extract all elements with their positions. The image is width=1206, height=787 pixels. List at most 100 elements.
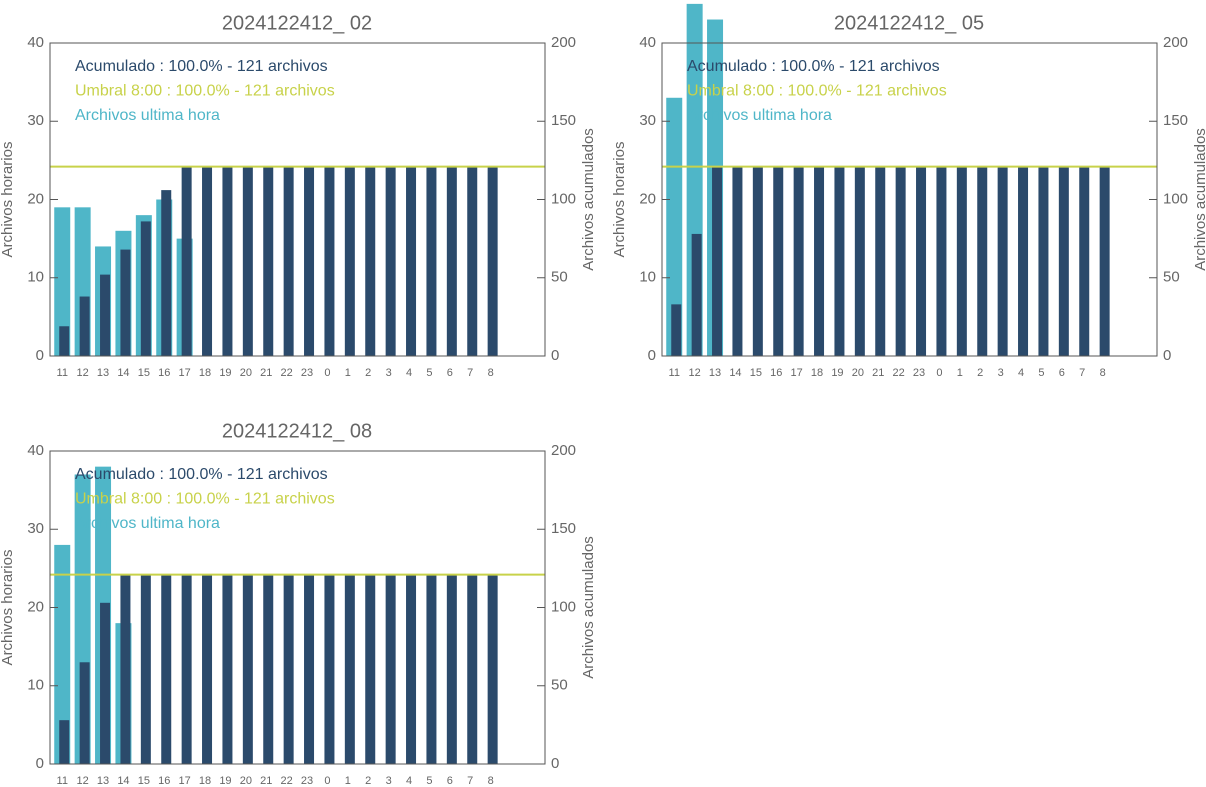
cumulative-bar: [467, 574, 478, 764]
cumulative-bar: [222, 166, 233, 356]
x-tick-label: 8: [488, 775, 494, 787]
cumulative-bar: [100, 602, 111, 764]
x-tick-label: 20: [852, 367, 864, 379]
x-tick-label: 21: [260, 367, 272, 379]
cumulative-bar: [181, 574, 192, 764]
cumulative-bar: [1018, 166, 1029, 356]
x-tick-label: 8: [1100, 367, 1106, 379]
legend-entry: Archivos ultima hora: [75, 515, 220, 532]
cumulative-bar: [875, 166, 886, 356]
x-tick-label: 11: [57, 775, 68, 787]
y-axis-label: Archivos horarios: [0, 142, 16, 258]
y2-tick-label: 150: [1163, 112, 1188, 129]
x-tick-label: 7: [467, 367, 473, 379]
x-tick-label: 16: [770, 367, 782, 379]
y2-tick-label: 100: [551, 190, 576, 207]
x-tick-label: 17: [179, 367, 191, 379]
x-tick-label: 22: [281, 775, 293, 787]
cumulative-bar: [385, 574, 396, 764]
cumulative-bar: [120, 249, 131, 356]
cumulative-bar: [1099, 166, 1110, 356]
y2-tick-label: 200: [551, 34, 576, 51]
y2-tick-label: 150: [551, 520, 576, 537]
y-tick-label: 40: [639, 34, 656, 51]
chart-title: 2024122412_ 02: [222, 12, 372, 34]
y2-tick-label: 200: [551, 442, 576, 459]
cumulative-bar: [263, 166, 274, 356]
cumulative-bar: [1058, 166, 1069, 356]
x-tick-label: 5: [1038, 367, 1044, 379]
cumulative-bar: [242, 166, 253, 356]
x-tick-label: 3: [998, 367, 1004, 379]
cumulative-bar: [997, 166, 1008, 356]
x-tick-label: 8: [488, 367, 494, 379]
cumulative-bar: [202, 574, 213, 764]
x-tick-label: 0: [936, 367, 942, 379]
x-tick-label: 12: [77, 367, 89, 379]
x-tick-label: 11: [669, 367, 680, 379]
y2-tick-label: 100: [1163, 190, 1188, 207]
cumulative-bar: [426, 574, 437, 764]
cumulative-bar: [202, 166, 213, 356]
x-tick-label: 17: [791, 367, 803, 379]
cumulative-bar: [752, 166, 763, 356]
x-tick-label: 19: [219, 367, 231, 379]
legend-entry: Umbral 8:00 : 100.0% - 121 archivos: [75, 491, 335, 508]
x-tick-label: 20: [240, 775, 252, 787]
x-tick-label: 16: [158, 367, 170, 379]
x-tick-label: 18: [199, 367, 211, 379]
x-tick-label: 7: [1079, 367, 1085, 379]
cumulative-bar: [324, 166, 335, 356]
y-tick-label: 20: [639, 190, 656, 207]
y-tick-label: 40: [27, 442, 44, 459]
cumulative-bar: [161, 574, 172, 764]
y2-axis-label: Archivos acumulados: [580, 536, 597, 679]
x-tick-label: 20: [240, 367, 252, 379]
cumulative-bar: [304, 166, 315, 356]
x-tick-label: 18: [811, 367, 823, 379]
x-tick-label: 18: [199, 775, 211, 787]
x-tick-label: 6: [1059, 367, 1065, 379]
cumulative-bar: [487, 166, 498, 356]
x-tick-label: 2: [977, 367, 983, 379]
y-axis-label: Archivos horarios: [611, 142, 628, 258]
cumulative-bar: [406, 166, 417, 356]
y2-tick-label: 50: [1163, 269, 1180, 286]
y2-tick-label: 100: [551, 598, 576, 615]
y-axis-label: Archivos horarios: [0, 550, 16, 666]
cumulative-bar: [854, 166, 865, 356]
x-tick-label: 2: [365, 775, 371, 787]
y2-tick-label: 50: [551, 677, 568, 694]
y-tick-label: 10: [27, 677, 44, 694]
chart-title: 2024122412_ 05: [834, 12, 984, 34]
x-tick-label: 22: [281, 367, 293, 379]
x-tick-label: 6: [447, 775, 453, 787]
x-tick-label: 12: [77, 775, 89, 787]
cumulative-bar: [691, 233, 702, 356]
cumulative-bar: [956, 166, 967, 356]
x-tick-label: 3: [386, 367, 392, 379]
cumulative-bar: [283, 574, 294, 764]
cumulative-bar: [406, 574, 417, 764]
cumulative-bar: [120, 574, 131, 764]
cumulative-bar: [977, 166, 988, 356]
y-tick-label: 0: [36, 755, 44, 772]
y2-tick-label: 50: [551, 269, 568, 286]
x-tick-label: 19: [831, 367, 843, 379]
y2-axis-label: Archivos acumulados: [1192, 128, 1206, 271]
cumulative-bar: [446, 166, 457, 356]
y-tick-label: 10: [27, 269, 44, 286]
x-tick-label: 1: [345, 775, 351, 787]
cumulative-bar: [773, 166, 784, 356]
legend-entry: Umbral 8:00 : 100.0% - 121 archivos: [687, 83, 947, 100]
y2-tick-label: 0: [551, 347, 559, 364]
x-tick-label: 5: [426, 775, 432, 787]
x-tick-label: 23: [301, 775, 313, 787]
x-tick-label: 1: [345, 367, 351, 379]
x-tick-label: 6: [447, 367, 453, 379]
x-tick-label: 12: [689, 367, 701, 379]
cumulative-bar: [263, 574, 274, 764]
